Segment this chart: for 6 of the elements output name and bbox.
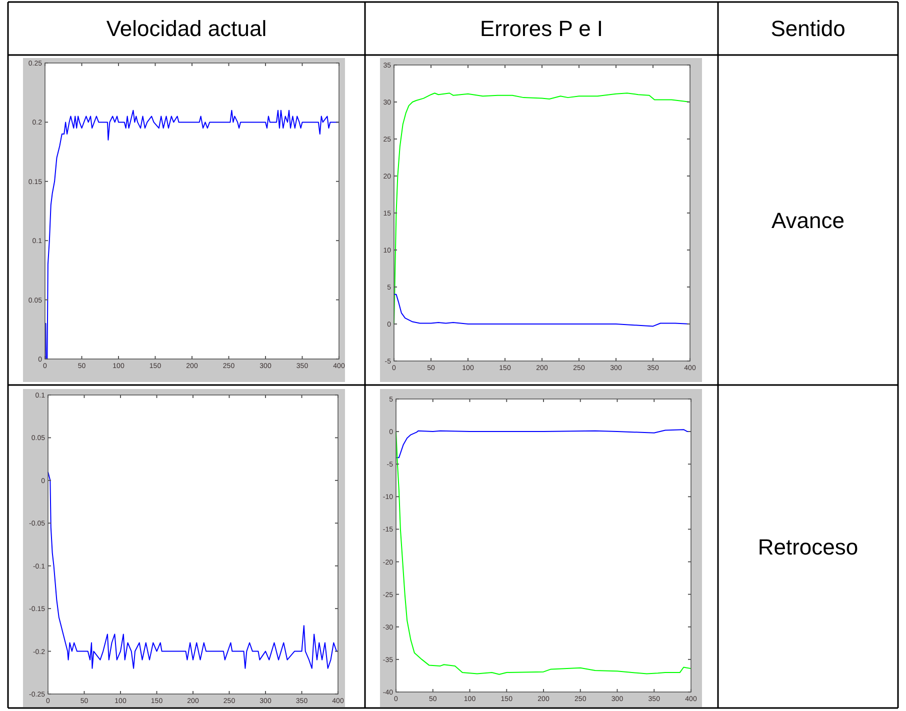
line-series xyxy=(48,471,338,669)
text: Avance xyxy=(772,208,844,233)
chart-title: Velocidad actual xyxy=(106,16,267,41)
text: Retroceso xyxy=(758,534,858,560)
chart-title: Errores P e I xyxy=(480,16,604,41)
text: Sentido xyxy=(770,16,846,41)
